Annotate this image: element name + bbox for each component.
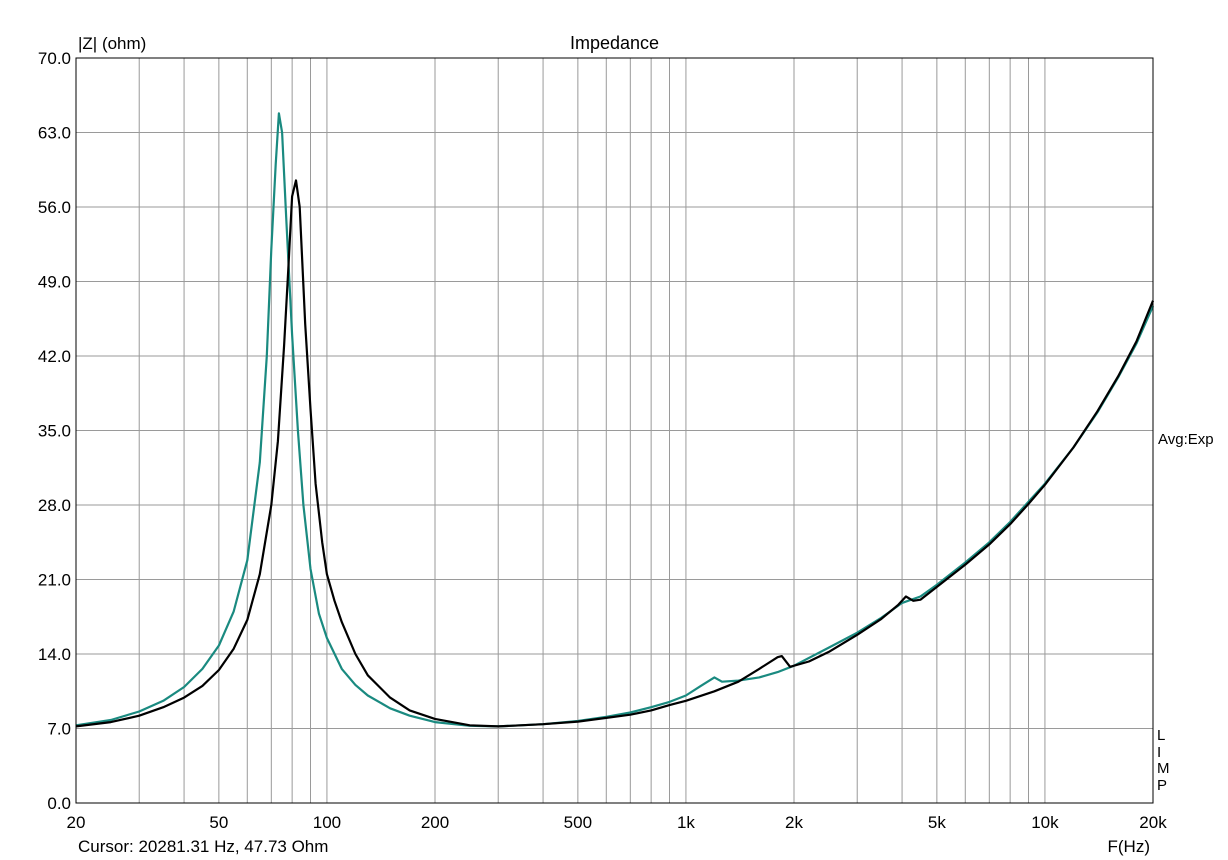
y-tick-label: 28.0	[38, 496, 71, 515]
y-tick-label: 70.0	[38, 49, 71, 68]
y-tick-label: 63.0	[38, 124, 71, 143]
series-layer	[75, 112, 1155, 728]
x-axis-label: F(Hz)	[1108, 837, 1150, 856]
limp-letter: M	[1157, 760, 1170, 777]
y-tick-label: 7.0	[47, 720, 71, 739]
limp-letter: I	[1157, 743, 1162, 761]
y-axis-label: |Z| (ohm)	[78, 34, 146, 53]
x-tick-label: 10k	[1031, 813, 1059, 832]
x-tick-label: 100	[313, 813, 341, 832]
y-tick-label: 56.0	[38, 198, 71, 217]
averaging-label: Avg:Exp	[1158, 431, 1214, 448]
y-tick-label: 21.0	[38, 571, 71, 590]
y-tick-label: 42.0	[38, 347, 71, 366]
grid	[76, 58, 1153, 803]
limp-letter: P	[1157, 776, 1168, 794]
series-line-2	[75, 179, 1155, 728]
y-tick-label: 0.0	[47, 794, 71, 813]
x-tick-label: 20	[67, 813, 86, 832]
plot-frame	[75, 57, 1154, 804]
x-tick-label: 500	[564, 813, 592, 832]
chart-title: Impedance	[570, 33, 659, 53]
cursor-readout: Cursor: 20281.31 Hz, 47.73 Ohm	[78, 837, 328, 856]
y-tick-label: 35.0	[38, 422, 71, 441]
x-tick-labels: 20 50 100 200 500 1k 2k 5k 10k 20k	[67, 813, 1168, 832]
x-tick-label: 1k	[677, 813, 695, 832]
y-tick-label: 14.0	[38, 645, 71, 664]
x-tick-label: 200	[421, 813, 449, 832]
y-tick-labels: 0.0 7.0 14.0 21.0 28.0 35.0 42.0 49.0 56.0 63.0 70…	[38, 49, 71, 813]
limp-letter: L	[1157, 727, 1166, 744]
x-tick-label: 20k	[1139, 813, 1167, 832]
y-tick-label: 49.0	[38, 273, 71, 292]
x-tick-label: 2k	[785, 813, 803, 832]
x-tick-label: 5k	[928, 813, 946, 832]
x-tick-label: 50	[209, 813, 228, 832]
series-line-1	[75, 112, 1155, 728]
